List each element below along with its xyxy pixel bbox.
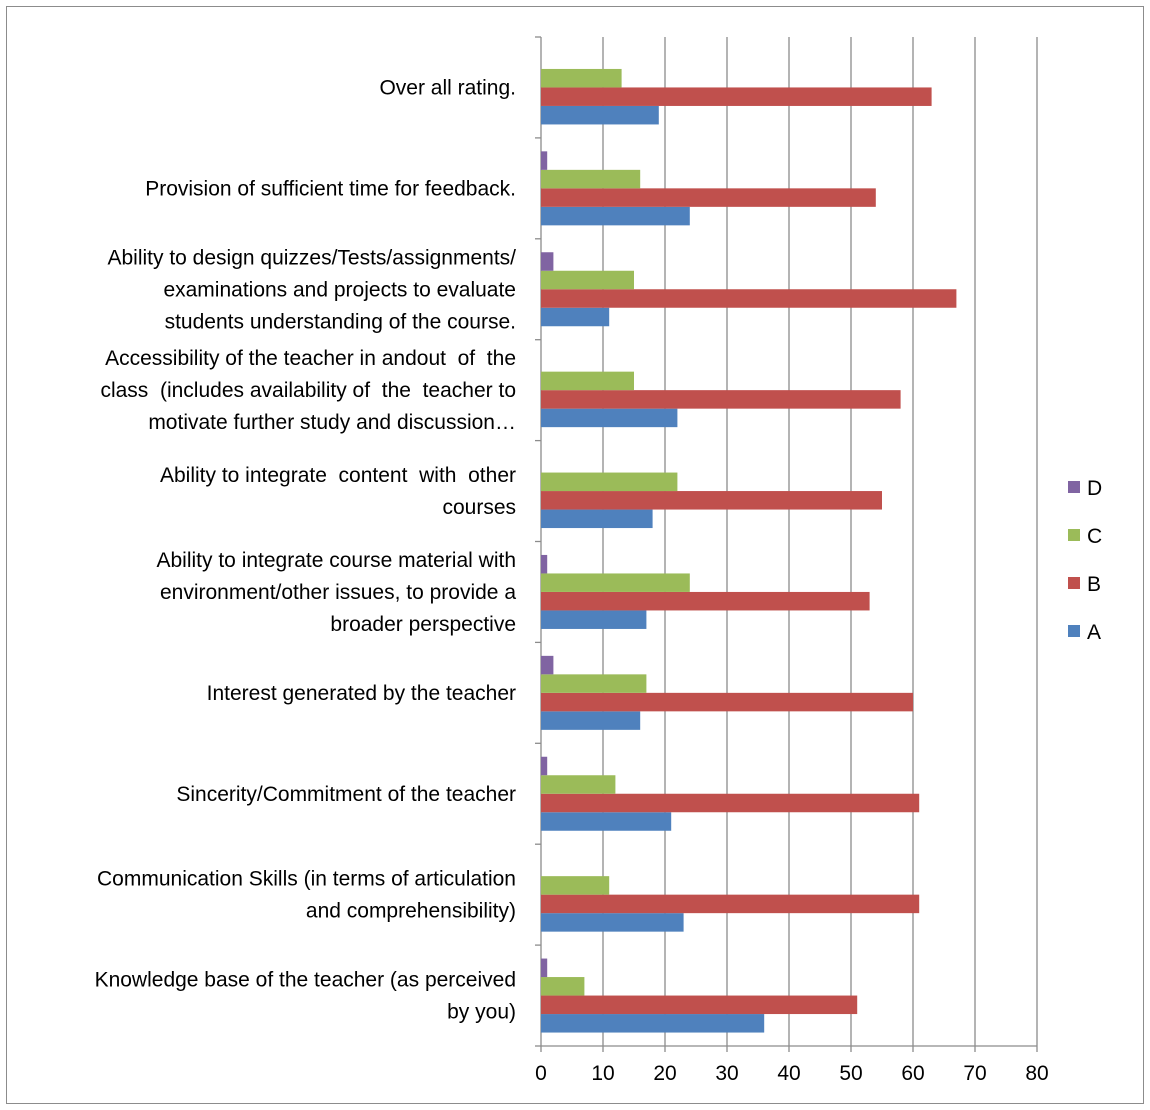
bar-b-9 [541, 87, 932, 106]
bar-b-3 [541, 692, 913, 712]
bar-c-6 [541, 371, 634, 391]
bar-a-7 [541, 307, 610, 327]
x-tick-label: 60 [901, 1062, 924, 1085]
bar-a-2 [541, 812, 672, 831]
bar-a-4 [541, 610, 647, 629]
category-label: Ability to design quizzes/Tests/assignme… [107, 246, 516, 269]
bar-a-5 [541, 509, 653, 529]
category-label: courses [442, 496, 516, 519]
bar-a-8 [541, 206, 690, 226]
category-label: motivate further study and discussion… [148, 411, 516, 434]
bar-a-0 [541, 1014, 765, 1033]
category-label: Communication Skills (in terms of articu… [97, 868, 516, 891]
category-label: broader perspective [330, 613, 516, 636]
category-label: Ability to integrate course material wit… [157, 549, 517, 572]
x-tick-label: 0 [535, 1062, 547, 1085]
bar-b-5 [541, 491, 882, 510]
x-tick-label: 10 [591, 1062, 614, 1085]
x-tick-label: 40 [777, 1062, 800, 1085]
bar-c-7 [541, 270, 634, 290]
bar-c-9 [541, 68, 622, 88]
legend-swatch-d [1068, 481, 1080, 493]
bar-d-2 [541, 756, 548, 776]
legend-label-a: A [1087, 621, 1101, 644]
category-label: by you) [447, 1001, 516, 1024]
legend-label-c: C [1087, 525, 1102, 548]
bar-b-8 [541, 188, 876, 207]
bar-b-7 [541, 289, 957, 308]
legend-label-b: B [1087, 573, 1101, 596]
bar-b-2 [541, 793, 920, 813]
x-tick-label: 80 [1025, 1062, 1048, 1085]
x-tick-label: 50 [839, 1062, 862, 1085]
bar-c-8 [541, 169, 641, 189]
bar-a-6 [541, 408, 678, 428]
bar-c-0 [541, 977, 585, 996]
bar-b-4 [541, 591, 870, 611]
legend-swatch-a [1068, 625, 1080, 637]
category-label: students understanding of the course. [165, 310, 516, 333]
category-label: Interest generated by the teacher [207, 682, 516, 705]
bar-b-1 [541, 894, 920, 914]
bar-c-2 [541, 775, 616, 794]
bar-c-3 [541, 674, 647, 693]
bar-a-3 [541, 711, 641, 730]
category-label: class (includes availability of the teac… [100, 379, 516, 402]
category-label: Sincerity/Commitment of the teacher [176, 783, 516, 806]
bar-c-5 [541, 472, 678, 492]
bar-d-0 [541, 958, 548, 978]
x-tick-label: 70 [963, 1062, 986, 1085]
legend-swatch-c [1068, 529, 1080, 541]
legend-swatch-b [1068, 577, 1080, 589]
bar-d-4 [541, 554, 548, 574]
bar-a-1 [541, 913, 684, 932]
bar-a-9 [541, 105, 659, 125]
category-label: and comprehensibility) [306, 900, 516, 923]
bar-c-4 [541, 573, 690, 592]
x-tick-label: 20 [653, 1062, 676, 1085]
bar-d-8 [541, 151, 548, 170]
category-label: Ability to integrate content with other [160, 464, 516, 487]
legend-label-d: D [1087, 477, 1102, 500]
bar-b-6 [541, 390, 901, 409]
category-label: Accessibility of the teacher in andout o… [105, 347, 516, 370]
bar-d-3 [541, 655, 554, 675]
category-label: Knowledge base of the teacher (as percei… [95, 969, 516, 992]
category-label: Over all rating. [379, 76, 516, 99]
category-label: examinations and projects to evaluate [163, 278, 516, 301]
bar-b-0 [541, 995, 858, 1015]
category-label: Provision of sufficient time for feedbac… [145, 177, 516, 200]
bar-d-7 [541, 252, 554, 271]
bar-c-1 [541, 876, 610, 895]
category-label: environment/other issues, to provide a [160, 581, 516, 604]
x-tick-label: 30 [715, 1062, 738, 1085]
